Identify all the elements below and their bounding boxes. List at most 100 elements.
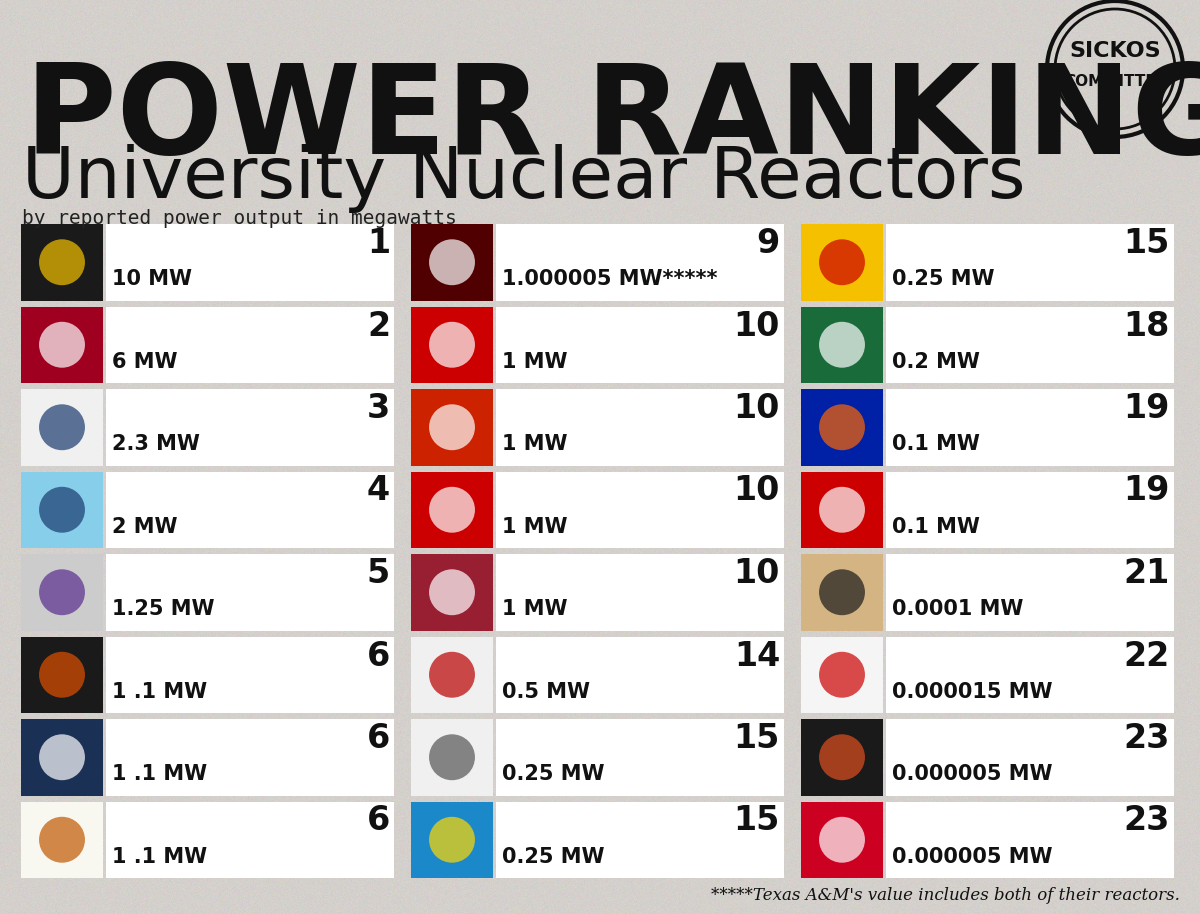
Text: 15: 15 — [1123, 227, 1170, 260]
Circle shape — [40, 239, 85, 285]
Text: 0.25 MW: 0.25 MW — [502, 764, 605, 784]
Text: 0.25 MW: 0.25 MW — [502, 846, 605, 866]
Bar — [106, 224, 394, 301]
Circle shape — [430, 817, 475, 863]
Bar — [410, 472, 493, 548]
Circle shape — [820, 322, 865, 367]
Bar — [106, 636, 394, 713]
Text: 1 MW: 1 MW — [502, 352, 568, 372]
Bar — [106, 554, 394, 631]
Text: 9: 9 — [757, 227, 780, 260]
Circle shape — [430, 322, 475, 367]
Text: 0.25 MW: 0.25 MW — [892, 269, 995, 289]
Text: 2.3 MW: 2.3 MW — [112, 434, 200, 454]
Bar — [410, 636, 493, 713]
Text: 10: 10 — [733, 557, 780, 590]
Text: 0.0001 MW: 0.0001 MW — [892, 599, 1024, 619]
Bar — [886, 389, 1174, 465]
Text: 2 MW: 2 MW — [112, 516, 178, 537]
Bar — [802, 719, 883, 795]
Bar — [496, 719, 784, 795]
Bar — [802, 389, 883, 465]
Bar — [106, 389, 394, 465]
Bar — [886, 719, 1174, 795]
Circle shape — [40, 487, 85, 533]
Text: POWER RANKINGS: POWER RANKINGS — [25, 59, 1200, 180]
Bar — [496, 224, 784, 301]
Text: 6: 6 — [367, 640, 390, 673]
Bar — [496, 636, 784, 713]
Text: 15: 15 — [733, 722, 780, 755]
Circle shape — [40, 734, 85, 781]
Text: 10: 10 — [733, 474, 780, 507]
Bar — [22, 306, 103, 383]
Bar — [22, 224, 103, 301]
Text: 6 MW: 6 MW — [112, 352, 178, 372]
Text: 1 .1 MW: 1 .1 MW — [112, 846, 208, 866]
Bar — [802, 224, 883, 301]
Text: 2: 2 — [367, 310, 390, 343]
Bar — [410, 306, 493, 383]
Circle shape — [40, 817, 85, 863]
Circle shape — [40, 322, 85, 367]
Bar — [22, 802, 103, 878]
Bar — [496, 802, 784, 878]
Text: 6: 6 — [367, 722, 390, 755]
Text: 18: 18 — [1123, 310, 1170, 343]
Text: 0.000015 MW: 0.000015 MW — [892, 682, 1052, 702]
Text: 22: 22 — [1123, 640, 1170, 673]
Text: 1 MW: 1 MW — [502, 599, 568, 619]
Bar — [410, 554, 493, 631]
Text: COMMITTEE: COMMITTEE — [1064, 73, 1166, 89]
Bar — [802, 306, 883, 383]
Bar — [886, 554, 1174, 631]
Circle shape — [430, 487, 475, 533]
Text: 1.000005 MW*****: 1.000005 MW***** — [502, 269, 718, 289]
Text: University Nuclear Reactors: University Nuclear Reactors — [22, 144, 1026, 213]
Bar — [22, 389, 103, 465]
Text: 23: 23 — [1123, 804, 1170, 837]
Text: 1.25 MW: 1.25 MW — [112, 599, 215, 619]
Text: 1 .1 MW: 1 .1 MW — [112, 764, 208, 784]
Text: 1 .1 MW: 1 .1 MW — [112, 682, 208, 702]
Text: *****Texas A&M's value includes both of their reactors.: *****Texas A&M's value includes both of … — [712, 887, 1180, 904]
Circle shape — [430, 734, 475, 781]
Text: 0.5 MW: 0.5 MW — [502, 682, 590, 702]
Bar — [802, 472, 883, 548]
Circle shape — [40, 404, 85, 451]
Circle shape — [820, 487, 865, 533]
Bar — [410, 802, 493, 878]
Text: 6: 6 — [367, 804, 390, 837]
Circle shape — [820, 569, 865, 615]
Bar — [22, 719, 103, 795]
Text: 19: 19 — [1123, 392, 1170, 425]
Circle shape — [40, 569, 85, 615]
Bar — [106, 472, 394, 548]
Text: 15: 15 — [733, 804, 780, 837]
Text: 0.1 MW: 0.1 MW — [892, 516, 980, 537]
Text: 1 MW: 1 MW — [502, 516, 568, 537]
Circle shape — [820, 734, 865, 781]
Text: SICKOS: SICKOS — [1069, 41, 1160, 61]
Text: 10: 10 — [733, 310, 780, 343]
Circle shape — [430, 652, 475, 697]
Text: 3: 3 — [367, 392, 390, 425]
Bar — [22, 472, 103, 548]
Bar — [496, 554, 784, 631]
Text: 1: 1 — [367, 227, 390, 260]
Bar — [106, 306, 394, 383]
Bar — [22, 636, 103, 713]
Bar — [410, 224, 493, 301]
Text: 5: 5 — [367, 557, 390, 590]
Bar — [22, 554, 103, 631]
Bar — [886, 802, 1174, 878]
Text: 14: 14 — [733, 640, 780, 673]
Circle shape — [430, 404, 475, 451]
Bar — [410, 389, 493, 465]
Circle shape — [820, 652, 865, 697]
Bar — [802, 802, 883, 878]
Bar — [802, 554, 883, 631]
Text: 0.000005 MW: 0.000005 MW — [892, 764, 1052, 784]
Text: 23: 23 — [1123, 722, 1170, 755]
Text: 21: 21 — [1123, 557, 1170, 590]
